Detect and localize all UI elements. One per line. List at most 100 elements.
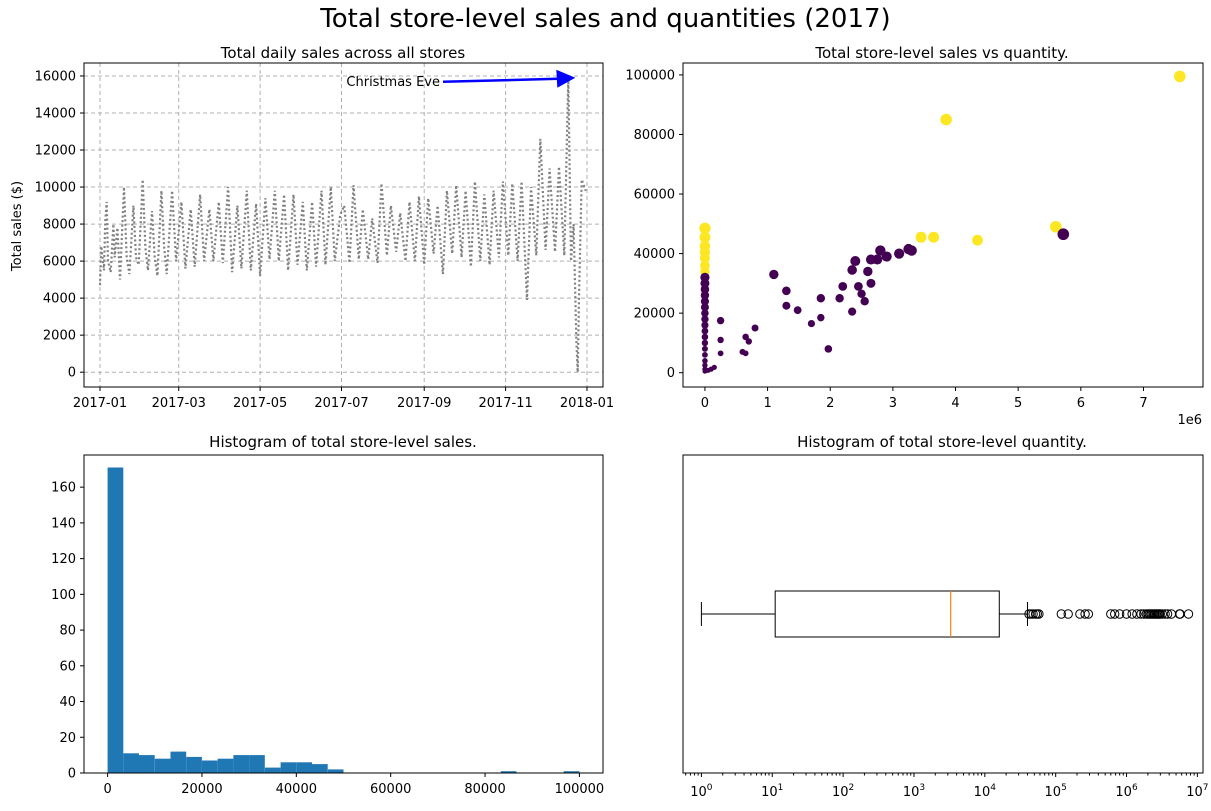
sales-histogram-bar [186,756,202,773]
scatter-point [745,338,752,345]
scatter-x-multiplier-label: 1e6 [1177,413,1202,428]
scatter-point [701,345,708,352]
scatter-y-tick-label: 100000 [625,68,675,83]
sales-histogram-bar [500,771,517,773]
scatter-point [1049,220,1062,233]
scatter-x-tick-label: 7 [1139,396,1147,411]
scatter-point [928,231,940,243]
boxplot-outlier [1160,609,1170,619]
sales-histogram-bar [107,467,124,773]
scatter-x-tick-label: 6 [1077,396,1085,411]
daily-sales-y-tick-label: 4000 [43,292,76,307]
sales-histogram-bar [296,762,312,773]
christmas-eve-arrow-shaft [442,77,559,84]
scatter-point [782,301,791,310]
daily-sales-y-tick-label: 14000 [35,106,76,121]
scatter-point [848,307,857,316]
daily-sales-x-tick-label: 2017-07 [314,396,368,411]
daily-sales-y-tick-label: 8000 [43,218,76,233]
sales-histogram-y-tick-label: 0 [68,767,76,782]
sales-histogram-x-tick-label: 100000 [555,782,605,797]
scatter-point [817,313,825,322]
scatter-x-tick-label: 5 [1014,396,1022,411]
scatter-y-tick-label: 0 [667,366,675,381]
scatter-point [824,345,833,353]
sales-histogram-x-tick-label: 20000 [181,782,222,797]
sales-histogram-x-tick-label: 0 [103,782,111,797]
sales-histogram-y-tick-label: 80 [59,624,76,639]
sales-histogram-bar [233,755,250,773]
scatter-point [847,265,857,275]
daily-sales-x-tick-label: 2017-09 [397,396,451,411]
scatter-point [875,245,886,256]
sales-histogram-bar [327,769,344,773]
scatter-point [751,324,759,332]
scatter-point [700,297,710,306]
sales-histogram-bar [170,751,187,773]
figure-title: Total store-level sales and quantities (… [320,4,891,34]
scatter-point [782,286,791,296]
scatter-y-tick-label: 80000 [634,128,675,143]
boxplot-x-tick-label: 106 [1115,783,1138,800]
scatter-point [816,294,826,303]
scatter-point [699,222,711,234]
sales-histogram-bar [312,764,328,773]
scatter-point [865,254,876,265]
boxplot-outlier [1110,609,1120,619]
scatter-point [1174,70,1186,83]
boxplot-outlier [1063,609,1073,619]
scatter-x-tick-label: 2 [826,396,834,411]
quantity-boxplot-frame [682,454,1204,774]
scatter-chart-title: Total store-level sales vs quantity. [814,44,1068,62]
scatter-point [701,327,709,335]
boxplot-x-tick-label: 107 [1186,783,1208,800]
scatter-point [866,278,876,288]
daily-sales-y-tick-label: 10000 [35,181,76,196]
sales-histogram-x-tick-label: 40000 [276,782,317,797]
scatter-x-tick-label: 0 [701,396,709,411]
daily-sales-y-tick-label: 0 [68,366,76,381]
sales-histogram-frame [83,454,604,774]
scatter-point [705,367,711,373]
boxplot-x-tick-label: 104 [974,783,997,800]
daily-sales-chart-title: Total daily sales across all stores [220,44,466,62]
quantity-boxplot-title: Histogram of total store-level quantity. [797,433,1087,451]
sales-histogram-y-tick-label: 40 [59,695,76,710]
scatter-point [838,281,848,291]
sales-histogram-bar [280,762,297,773]
scatter-point [701,315,709,323]
daily-sales-plot-frame [83,62,604,388]
boxplot-outlier [1121,609,1132,619]
boxplot-x-tick-label: 103 [903,783,925,800]
boxplot-x-tick-label: 102 [832,783,854,800]
sales-histogram-bar [217,758,234,773]
daily-sales-x-tick-label: 2017-05 [233,396,287,411]
scatter-point [700,291,710,300]
scatter-x-tick-label: 4 [951,396,959,411]
scatter-point [701,321,709,329]
scatter-point [700,303,709,312]
daily-sales-y-tick-label: 16000 [35,69,76,84]
boxplot-outlier [1028,609,1038,619]
scatter-x-tick-label: 1 [763,396,771,411]
scatter-y-tick-label: 40000 [634,247,675,262]
boxplot-outlier [1127,609,1137,619]
sales-histogram-bar [563,771,580,773]
sales-histogram-bar [249,755,265,773]
scatter-x-tick-label: 3 [889,396,897,411]
boxplot-x-tick-label: 100 [690,783,713,800]
scatter-point [700,285,710,294]
scatter-point [701,339,709,347]
scatter-point [716,316,725,325]
boxplot-outlier [1115,609,1125,619]
sales-histogram-y-tick-label: 120 [51,552,76,567]
scatter-point [903,243,914,255]
sales-histogram-y-tick-label: 140 [51,516,76,531]
scatter-point [717,350,724,357]
scatter-point [860,297,869,306]
boxplot-outlier [1175,609,1185,619]
boxplot-outlier [1034,609,1044,619]
scatter-point [940,113,952,126]
boxplot-outlier [1157,609,1168,619]
scatter-plot-frame [682,62,1204,388]
